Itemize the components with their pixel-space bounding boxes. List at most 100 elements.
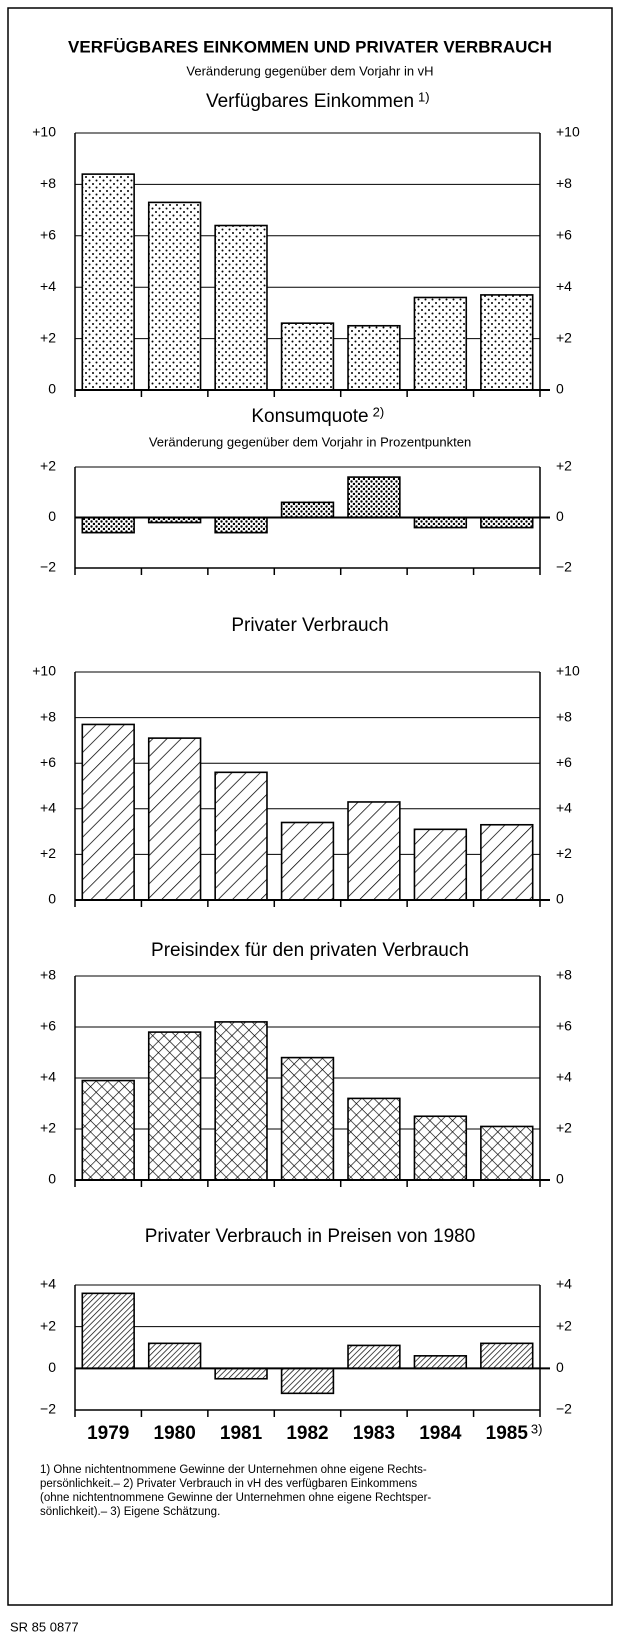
y-tick-label: +8 [40, 708, 56, 724]
y2-tick-label: +4 [556, 800, 572, 816]
category-note: 3) [531, 1421, 543, 1436]
chart-title: Verfügbares Einkommen [206, 91, 414, 112]
source: SR 85 0877 [10, 1619, 79, 1634]
bar [147, 737, 202, 901]
y-tick-label: +6 [40, 227, 56, 243]
y-tick-label: +2 [40, 329, 56, 345]
x-tick-label: 1983 [353, 1423, 395, 1444]
y-tick-label: +4 [40, 278, 56, 294]
bar [214, 1367, 268, 1380]
bar [280, 1056, 335, 1181]
y2-tick-label: 0 [556, 1359, 564, 1375]
bar [280, 322, 335, 391]
frame [7, 7, 613, 1606]
y2-tick-label: +6 [556, 1018, 572, 1034]
y2-tick-label: +6 [556, 227, 572, 243]
bar [147, 1342, 202, 1370]
footnote: (ohne nichtentnommene Gewinne der Untern… [40, 1492, 431, 1504]
y-tick-label: +10 [32, 124, 56, 140]
y2-tick-label: 0 [556, 381, 564, 397]
x-tick-label: 1981 [220, 1423, 263, 1444]
y-tick-label: +8 [40, 967, 56, 983]
y-tick-label: +4 [40, 1069, 56, 1085]
y-tick-label: 0 [48, 1171, 56, 1187]
bar [413, 296, 468, 391]
page-title: VERFÜGBARES EINKOMMEN UND PRIVATER VERBR… [68, 37, 552, 56]
y2-tick-label: +8 [556, 175, 572, 191]
bar [480, 1125, 534, 1181]
footnote: sönlichkeit).– 3) Eigene Schätzung. [40, 1506, 220, 1518]
y2-tick-label: +4 [556, 1069, 572, 1085]
chart-subtitle: Veränderung gegenüber dem Vorjahr in Pro… [149, 434, 471, 449]
y2-tick-label: 0 [556, 508, 564, 524]
bar [81, 516, 135, 534]
bar [147, 201, 202, 391]
x-tick-label: 1980 [154, 1423, 196, 1444]
y-tick-label: +2 [40, 458, 56, 474]
y2-tick-label: +2 [556, 1120, 572, 1136]
bar [81, 1292, 135, 1370]
y-tick-label: +6 [40, 1018, 56, 1034]
y2-tick-label: 0 [556, 891, 564, 907]
y2-tick-label: −2 [556, 559, 572, 575]
bar [347, 476, 401, 519]
y2-tick-label: +2 [556, 329, 572, 345]
x-tick-label: 1984 [419, 1423, 462, 1444]
y2-tick-label: +2 [556, 1317, 572, 1333]
y2-tick-label: +8 [556, 708, 572, 724]
footnote: persönlichkeit.– 2) Privater Verbrauch i… [40, 1478, 417, 1490]
y2-tick-label: +4 [556, 278, 572, 294]
bar [413, 1115, 468, 1181]
bar [214, 1021, 268, 1181]
y-tick-label: 0 [48, 1359, 56, 1375]
y2-tick-label: 0 [556, 1171, 564, 1187]
bar [413, 516, 468, 529]
y2-tick-label: +10 [556, 663, 580, 679]
bar [280, 1367, 335, 1395]
y-tick-label: +4 [40, 1276, 56, 1292]
y-tick-label: −2 [40, 559, 56, 575]
y-tick-label: +2 [40, 845, 56, 861]
chart-title: Konsumquote [251, 406, 368, 427]
bar [214, 224, 268, 391]
x-tick-label: 1979 [87, 1423, 129, 1444]
bar [413, 1355, 468, 1370]
bar [214, 516, 268, 534]
y2-tick-label: +10 [556, 124, 580, 140]
y2-tick-label: +2 [556, 845, 572, 861]
bar [81, 173, 135, 391]
y-tick-label: +4 [40, 800, 56, 816]
y-tick-label: +2 [40, 1120, 56, 1136]
bar [81, 723, 135, 901]
y2-tick-label: +8 [556, 967, 572, 983]
chart-title: Privater Verbrauch in Preisen von 1980 [145, 1226, 476, 1247]
x-tick-label: 1985 [486, 1423, 529, 1444]
bar [480, 294, 534, 391]
chart-title: Preisindex für den privaten Verbrauch [151, 940, 469, 961]
bar [347, 324, 401, 391]
bar [347, 801, 401, 901]
y2-tick-label: +6 [556, 754, 572, 770]
y2-tick-label: +2 [556, 458, 572, 474]
bar [480, 823, 534, 901]
page-subtitle: Veränderung gegenüber dem Vorjahr in vH [186, 63, 433, 78]
y2-tick-label: −2 [556, 1401, 572, 1417]
y-tick-label: 0 [48, 891, 56, 907]
x-tick-label: 1982 [286, 1423, 328, 1444]
y-tick-label: 0 [48, 508, 56, 524]
footnote: 1) Ohne nichtentnommene Gewinne der Unte… [40, 1464, 427, 1476]
bar [480, 516, 534, 529]
bar [147, 1031, 202, 1181]
y-tick-label: +10 [32, 663, 56, 679]
title-note: 2) [373, 404, 385, 419]
bar [81, 1079, 135, 1181]
bar [480, 1342, 534, 1370]
y2-tick-label: +4 [556, 1276, 572, 1292]
y-tick-label: 0 [48, 381, 56, 397]
y-tick-label: +2 [40, 1317, 56, 1333]
chart-title: Privater Verbrauch [231, 615, 388, 636]
y-tick-label: −2 [40, 1401, 56, 1417]
title-note: 1) [418, 89, 430, 104]
y-tick-label: +8 [40, 175, 56, 191]
